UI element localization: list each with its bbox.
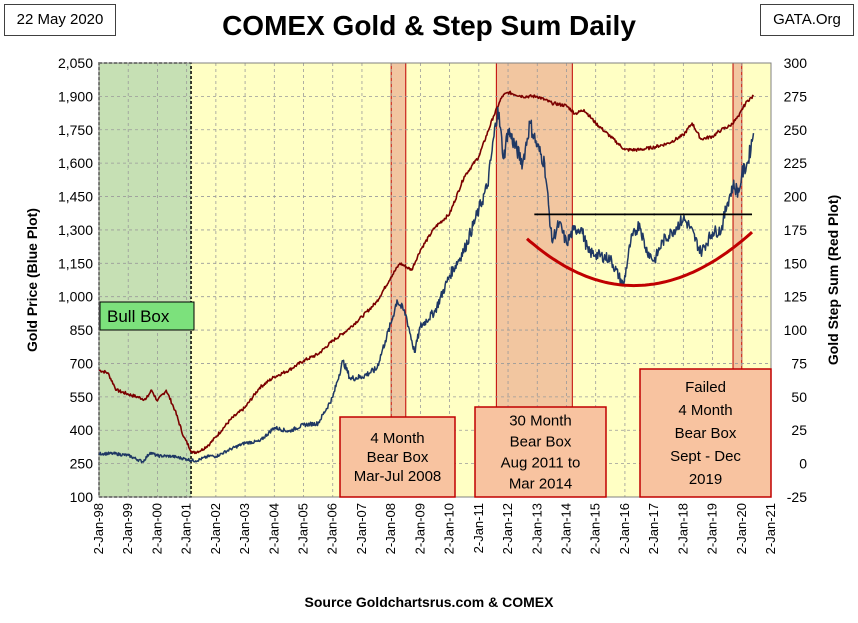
annotation-line: Bear Box <box>367 449 429 466</box>
y2-tick-label: 75 <box>791 355 807 371</box>
x-tick-label: 2-Jan-05 <box>296 503 311 554</box>
site-label: GATA.Org <box>760 4 854 36</box>
y2-tick-label: -25 <box>787 489 807 505</box>
x-tick-label: 2-Jan-15 <box>588 503 603 554</box>
bear-box-annotation <box>339 416 456 498</box>
x-tick-label: 2-Jan-06 <box>325 503 340 554</box>
y2-tick-label: 25 <box>791 422 807 438</box>
x-tick-label: 2-Jan-00 <box>149 503 164 554</box>
x-tick-label: 2-Jan-18 <box>675 503 690 554</box>
bull-box-region <box>98 62 192 498</box>
chart-svg: 1002504005507008501,0001,1501,3001,4501,… <box>24 55 841 554</box>
y-tick-label: 1,000 <box>58 289 93 305</box>
x-tick-label: 2-Jan-19 <box>705 503 720 554</box>
y-tick-label: 1,300 <box>58 222 93 238</box>
x-tick-label: 2-Jan-16 <box>617 503 632 554</box>
x-tick-label: 2-Jan-99 <box>120 503 135 554</box>
step-sum-line <box>98 90 755 455</box>
y2-tick-label: 300 <box>784 55 808 71</box>
bowl-fit-curve <box>526 231 754 288</box>
y-axis-label: Gold Price (Blue Plot) <box>24 208 40 352</box>
y-tick-label: 100 <box>70 489 94 505</box>
y2-tick-label: 275 <box>784 88 808 104</box>
y-tick-label: 1,750 <box>58 122 93 138</box>
x-tick-label: 2-Jan-14 <box>558 503 573 554</box>
annotation-line: Failed <box>685 379 726 396</box>
annotation-line: Mar-Jul 2008 <box>354 468 442 485</box>
y2-tick-label: 125 <box>784 289 808 305</box>
annotation-line: Bear Box <box>510 434 572 451</box>
source-caption: Source Goldchartsrus.com & COMEX <box>304 594 554 610</box>
date-label: 22 May 2020 <box>4 4 116 36</box>
y2-tick-label: 0 <box>799 456 807 472</box>
y-tick-label: 550 <box>70 389 94 405</box>
y2-tick-label: 175 <box>784 222 808 238</box>
x-tick-label: 2-Jan-04 <box>266 503 281 554</box>
annotation-line: 30 Month <box>509 413 572 430</box>
y-tick-label: 250 <box>70 456 94 472</box>
annotation-line: 4 Month <box>678 402 732 419</box>
annotation-line: Mar 2014 <box>509 476 572 493</box>
x-tick-label: 2-Jan-98 <box>91 503 106 554</box>
y2-tick-label: 150 <box>784 255 808 271</box>
chart-title: COMEX Gold & Step Sum Daily <box>222 10 636 41</box>
y-tick-label: 1,150 <box>58 255 93 271</box>
y2-tick-label: 225 <box>784 155 808 171</box>
annotation-line: Bear Box <box>675 425 737 442</box>
bull-box-label-box <box>99 301 195 331</box>
y-tick-label: 2,050 <box>58 55 93 71</box>
x-tick-label: 2-Jan-13 <box>529 503 544 554</box>
annotation-line: Sept - Dec <box>670 448 741 465</box>
bull-box-label: Bull Box <box>107 307 170 326</box>
y2-tick-label: 50 <box>791 389 807 405</box>
annotation-line: 4 Month <box>370 430 424 447</box>
x-tick-label: 2-Jan-08 <box>383 503 398 554</box>
x-tick-label: 2-Jan-02 <box>208 503 223 554</box>
x-tick-label: 2-Jan-03 <box>237 503 252 554</box>
y2-axis-label: Gold Step Sum (Red Plot) <box>825 195 841 365</box>
x-tick-label: 2-Jan-01 <box>179 503 194 554</box>
x-tick-label: 2-Jan-12 <box>500 503 515 554</box>
bear-box-annotation <box>474 406 607 498</box>
y-tick-label: 1,900 <box>58 88 93 104</box>
x-tick-label: 2-Jan-20 <box>734 503 749 554</box>
y2-tick-label: 100 <box>784 322 808 338</box>
x-tick-label: 2-Jan-17 <box>646 503 661 554</box>
x-tick-label: 2-Jan-07 <box>354 503 369 554</box>
x-tick-label: 2-Jan-21 <box>763 503 778 554</box>
y-tick-label: 400 <box>70 422 94 438</box>
annotation-line: Aug 2011 to <box>501 455 581 472</box>
y2-tick-label: 250 <box>784 122 808 138</box>
y-tick-label: 1,600 <box>58 155 93 171</box>
bear-box-annotation <box>639 368 772 498</box>
y2-tick-label: 200 <box>784 189 808 205</box>
y-tick-label: 1,450 <box>58 189 93 205</box>
x-tick-label: 2-Jan-11 <box>471 503 486 553</box>
gold-price-line <box>98 106 755 464</box>
y-tick-label: 700 <box>70 355 94 371</box>
y-tick-label: 850 <box>70 322 94 338</box>
x-tick-label: 2-Jan-10 <box>442 503 457 554</box>
annotation-line: 2019 <box>689 471 722 488</box>
x-tick-label: 2-Jan-09 <box>412 503 427 554</box>
